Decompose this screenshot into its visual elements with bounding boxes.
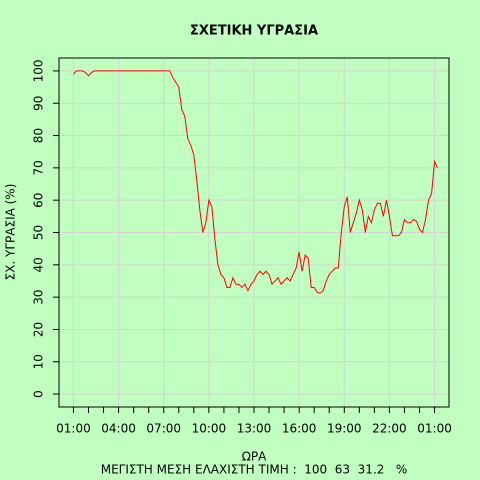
y-tick-label: 80 bbox=[32, 128, 46, 143]
x-tick-label: 19:00 bbox=[327, 422, 362, 436]
footer: ΜΕΓΙΣΤΗ ΜΕΣΗ ΕΛΑΧΙΣΤΗ ΤΙΜΗ : 100 63 31.2… bbox=[101, 463, 408, 477]
y-tick-label: 10 bbox=[32, 354, 46, 369]
y-tick-label: 50 bbox=[32, 225, 46, 240]
y-tick-label: 100 bbox=[32, 59, 46, 82]
y-tick-label: 60 bbox=[32, 193, 46, 208]
x-axis-label: ΩΡΑ bbox=[242, 450, 267, 464]
y-tick-label: 70 bbox=[32, 160, 46, 175]
x-tick-label: 22:00 bbox=[372, 422, 407, 436]
x-tick-label: 04:00 bbox=[101, 422, 136, 436]
y-axis-label: ΣΧ. ΥΓΡΑΣΙΑ (%) bbox=[4, 184, 18, 281]
x-tick-label: 01:00 bbox=[417, 422, 452, 436]
x-tick-label: 07:00 bbox=[146, 422, 181, 436]
y-tick-label: 0 bbox=[32, 390, 46, 398]
x-tick-label: 16:00 bbox=[282, 422, 317, 436]
y-tick-label: 30 bbox=[32, 289, 46, 304]
data-line bbox=[73, 70, 439, 294]
y-tick-label: 40 bbox=[32, 257, 46, 272]
plot-frame bbox=[58, 57, 450, 408]
y-tick-label: 90 bbox=[32, 96, 46, 111]
x-tick-label: 01:00 bbox=[56, 422, 91, 436]
y-tick-label: 20 bbox=[32, 322, 46, 337]
x-tick-label: 10:00 bbox=[192, 422, 227, 436]
x-tick-label: 13:00 bbox=[237, 422, 272, 436]
chart-title: ΣΧΕΤΙΚΗ ΥΓΡΑΣΙΑ bbox=[190, 24, 318, 39]
